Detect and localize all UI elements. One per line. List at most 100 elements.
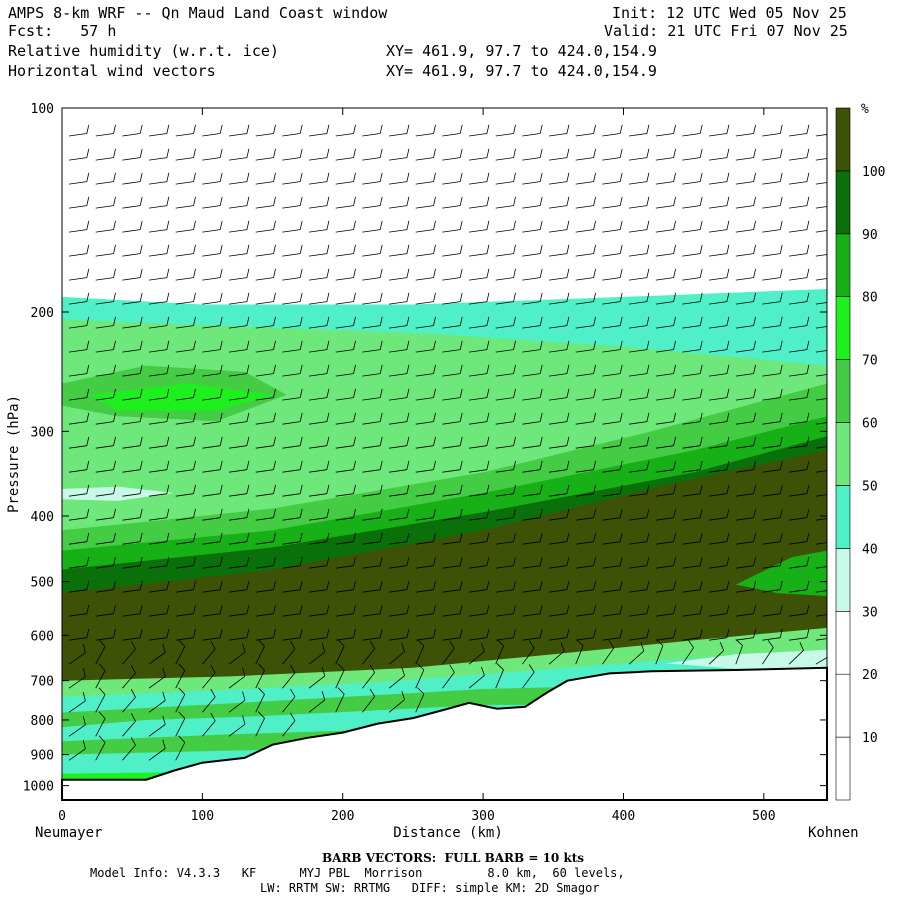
wind-barb <box>148 628 170 641</box>
wind-barb <box>282 412 303 425</box>
barb-flag <box>193 388 196 398</box>
barb-flag <box>162 643 166 653</box>
barb-shaft <box>255 325 274 329</box>
wind-barb <box>175 148 196 161</box>
wind-barb <box>308 532 330 545</box>
barb-shaft <box>789 421 807 425</box>
wind-barb <box>308 667 326 689</box>
barb-flag <box>273 220 276 230</box>
wind-barb <box>789 580 810 593</box>
barb-shaft <box>495 421 514 425</box>
barb-shaft <box>415 589 434 593</box>
barb-shaft <box>335 493 354 497</box>
barb-flag <box>459 388 463 398</box>
barb-shaft <box>789 325 807 329</box>
barb-flag <box>779 460 783 470</box>
wind-barb <box>335 148 356 161</box>
barb-flag <box>258 663 265 671</box>
barb-flag <box>246 172 250 182</box>
barb-shaft <box>122 325 141 329</box>
colorbar-label: 30 <box>862 605 878 620</box>
barb-shaft <box>442 589 461 593</box>
barb-shaft <box>682 349 701 353</box>
barb-shaft <box>255 277 274 281</box>
wind-barb <box>335 580 356 593</box>
barb-flag <box>459 508 463 518</box>
wind-barb <box>789 340 810 353</box>
barb-shaft <box>629 157 647 161</box>
wind-barb <box>495 604 516 617</box>
wind-barb <box>469 580 490 593</box>
barb-flag <box>353 124 356 134</box>
barb-shaft <box>308 253 327 257</box>
barb-flag <box>566 508 570 518</box>
barb-flag <box>98 639 106 647</box>
barb-flag <box>688 640 694 648</box>
barb-shaft <box>122 565 141 569</box>
barb-shaft <box>415 445 434 449</box>
barb-flag <box>486 532 490 542</box>
barb-shaft <box>549 181 567 185</box>
wind-barb <box>575 244 596 257</box>
barb-shaft <box>362 277 381 281</box>
barb-shaft <box>602 589 621 593</box>
wind-barb <box>709 268 730 281</box>
barb-shaft <box>335 229 354 233</box>
wind-barb <box>709 172 730 185</box>
barb-shaft <box>522 181 541 185</box>
barb-shaft <box>762 277 781 281</box>
wind-barb <box>255 484 276 497</box>
barb-flag <box>326 532 330 542</box>
wind-barb <box>709 340 730 353</box>
barb-flag <box>379 580 383 590</box>
barb-flag <box>166 388 170 398</box>
wind-barb <box>255 436 276 449</box>
barb-flag <box>539 268 543 278</box>
barb-shaft <box>68 157 87 161</box>
barb-shaft <box>122 157 141 161</box>
barb-flag <box>449 640 455 649</box>
wind-barb <box>308 316 330 329</box>
wind-barb <box>148 556 170 569</box>
barb-shaft <box>762 565 781 569</box>
barb-flag <box>379 148 383 158</box>
barb-shaft <box>629 181 647 185</box>
wind-barb <box>655 196 676 209</box>
wind-barb <box>682 436 703 449</box>
barb-shaft <box>629 589 647 593</box>
wind-barb <box>495 220 516 233</box>
barb-flag <box>139 172 143 182</box>
barb-shaft <box>629 517 647 521</box>
wind-barb <box>228 388 250 401</box>
barb-flag <box>166 460 170 470</box>
wind-barb <box>495 172 516 185</box>
wind-barb <box>175 460 196 473</box>
barb-flag <box>459 604 463 614</box>
wind-barb <box>495 268 516 281</box>
wind-barb <box>762 436 783 449</box>
wind-barb <box>95 532 116 545</box>
barb-shaft <box>122 517 141 521</box>
barb-flag <box>113 340 116 350</box>
barb-shaft <box>709 589 727 593</box>
wind-barb <box>228 508 250 521</box>
barb-flag <box>459 148 463 158</box>
barb-shaft <box>735 645 743 665</box>
barb-shaft <box>335 637 354 641</box>
barb-shaft <box>735 493 754 497</box>
barb-shaft <box>789 445 807 449</box>
wind-barb <box>735 604 756 617</box>
wind-barb <box>362 580 383 593</box>
barb-flag <box>673 604 676 614</box>
barb-flag <box>806 196 810 206</box>
wind-barb <box>95 196 116 209</box>
wind-barb <box>68 148 90 161</box>
barb-shaft <box>469 181 487 185</box>
barb-shaft <box>255 517 274 521</box>
wind-barb <box>708 642 725 665</box>
colorbar-label: 50 <box>862 480 878 495</box>
barb-shaft <box>682 469 701 473</box>
wind-barb <box>415 436 436 449</box>
barb-shaft <box>228 421 247 425</box>
barb-shaft <box>68 700 86 713</box>
